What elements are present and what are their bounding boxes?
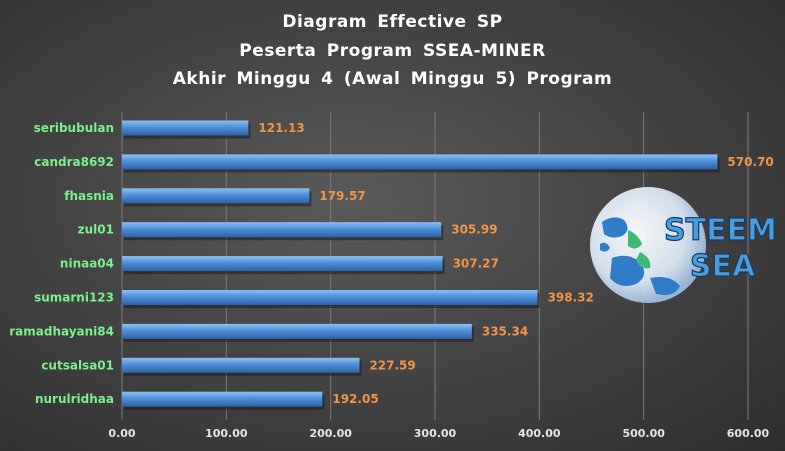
bar-sumarni123	[122, 290, 538, 305]
bar-ramadhayani84	[122, 323, 472, 339]
value-label-ninaa04: 307.27	[453, 257, 499, 271]
chart-title-line-1: Diagram Effective SP	[282, 12, 503, 32]
chart-title-line-2: Peserta Program SSEA-MINER	[239, 41, 546, 61]
bar-cutsalsa01	[122, 357, 360, 373]
bar-seribubulan	[122, 120, 249, 136]
logo-text-sea: SEA	[690, 249, 756, 284]
logo-text-steem: STEEM	[664, 213, 777, 248]
value-label-cutsalsa01: 227.59	[369, 358, 415, 372]
category-label-sumarni123: sumarni123	[34, 291, 114, 305]
category-label-zul01: zul01	[78, 223, 114, 237]
x-tick-label-5: 500.00	[622, 427, 665, 440]
category-label-ninaa04: ninaa04	[60, 257, 114, 271]
steem-sea-logo: STEEM SEA	[590, 187, 778, 303]
bar-nurulridhaa	[122, 391, 323, 407]
bar-fhasnia	[122, 188, 310, 204]
category-label-cutsalsa01: cutsalsa01	[41, 358, 114, 372]
bar-zul01	[122, 222, 442, 238]
value-label-zul01: 305.99	[451, 223, 497, 237]
bar-ninaa04	[122, 256, 443, 272]
x-tick-label-3: 300.00	[414, 427, 457, 440]
value-label-nurulridhaa: 192.05	[332, 392, 378, 406]
x-tick-label-6: 600.00	[727, 427, 770, 440]
category-label-candra8692: candra8692	[34, 155, 114, 169]
bar-candra8692	[122, 154, 718, 170]
x-tick-label-1: 100.00	[205, 427, 248, 440]
x-tick-label-4: 400.00	[518, 427, 561, 440]
value-label-ramadhayani84: 335.34	[482, 324, 528, 338]
category-label-nurulridhaa: nurulridhaa	[35, 392, 114, 406]
category-label-fhasnia: fhasnia	[64, 189, 114, 203]
x-tick-label-0: 0.00	[108, 427, 135, 440]
value-label-seribubulan: 121.13	[258, 121, 304, 135]
category-label-ramadhayani84: ramadhayani84	[9, 324, 114, 338]
chart-title-line-3: Akhir Minggu 4 (Awal Minggu 5) Program	[172, 69, 613, 89]
x-tick-label-2: 200.00	[309, 427, 352, 440]
value-label-sumarni123: 398.32	[548, 291, 594, 305]
category-label-seribubulan: seribubulan	[34, 121, 114, 135]
value-label-candra8692: 570.70	[727, 155, 773, 169]
value-label-fhasnia: 179.57	[319, 189, 365, 203]
